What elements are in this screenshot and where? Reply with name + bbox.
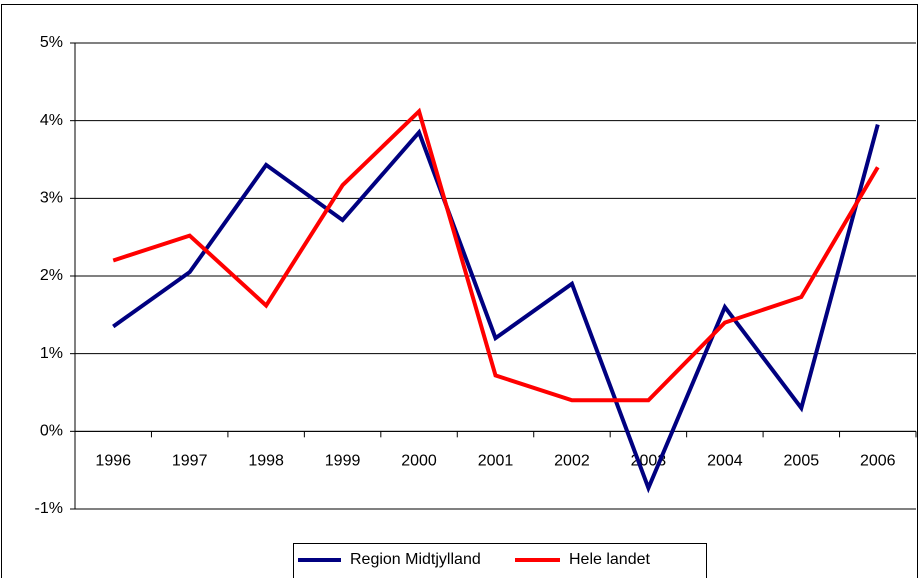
chart-border [1, 4, 918, 578]
legend: Region Midtjylland Hele landet [293, 543, 707, 578]
y-tick-label: 4% [40, 112, 63, 129]
x-tick-label: 1996 [95, 453, 131, 470]
x-tick-label: 2006 [860, 453, 896, 470]
x-tick-label: 1999 [325, 453, 361, 470]
x-tick-label: 1998 [248, 453, 284, 470]
y-tick-label: 3% [40, 190, 63, 207]
x-tick-label: 2004 [707, 453, 743, 470]
legend-label: Region Midtjylland [350, 551, 481, 568]
y-tick-label: 2% [40, 267, 63, 284]
series-line [112, 107, 880, 403]
legend-box [293, 543, 707, 578]
y-tick-label: -1% [35, 500, 63, 517]
y-tick-label: 1% [40, 345, 63, 362]
series-line [112, 124, 880, 494]
legend-label: Hele landet [569, 551, 651, 568]
x-tick-label: 2000 [401, 453, 437, 470]
x-tick-label: 1997 [172, 453, 208, 470]
y-tick-label: 0% [40, 423, 63, 440]
y-tick-label: 5% [40, 34, 63, 51]
x-tick-label: 2001 [478, 453, 514, 470]
x-tick-label: 2005 [784, 453, 820, 470]
x-tick-label: 2002 [554, 453, 590, 470]
